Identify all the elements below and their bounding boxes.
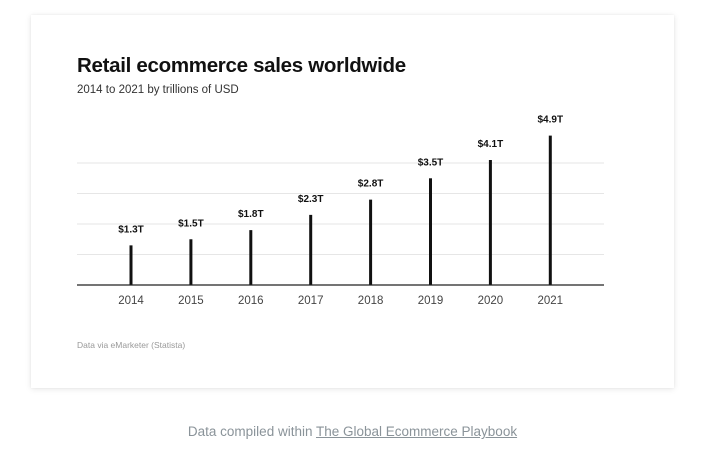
caption: Data compiled within The Global Ecommerc… [0, 424, 705, 439]
x-tick-2017: 2017 [298, 295, 324, 307]
chart-source: Data via eMarketer (Statista) [77, 340, 186, 350]
data-label-2016: $1.8T [238, 209, 264, 220]
data-label-2018: $2.8T [358, 179, 384, 190]
playbook-link[interactable]: The Global Ecommerce Playbook [315, 424, 518, 439]
x-tick-2016: 2016 [238, 295, 264, 307]
data-label-2021: $4.9T [538, 115, 564, 126]
data-labels: $1.3T $1.5T $1.8T $2.3T $2.8T $3.5T $4.1T $4.9T [118, 115, 563, 236]
chart-subtitle: 2014 to 2021 by trillions of USD [77, 84, 239, 96]
x-tick-2018: 2018 [358, 295, 384, 307]
caption-prefix: Data compiled within [187, 424, 316, 439]
bar-2016 [249, 230, 253, 285]
bar-2015 [189, 239, 193, 285]
chart-title: Retail ecommerce sales worldwide [77, 54, 406, 77]
bar-2017 [309, 214, 313, 285]
bar-2019 [429, 178, 432, 285]
bar-2021 [548, 135, 552, 285]
bar-2014 [129, 245, 133, 285]
gridlines [77, 162, 604, 256]
x-tick-2020: 2020 [478, 295, 504, 307]
data-label-2017: $2.3T [298, 194, 324, 205]
bar-2020 [488, 160, 492, 285]
chart-card: Retail ecommerce sales worldwide 2014 to… [31, 15, 674, 388]
data-label-2020: $4.1T [478, 139, 504, 150]
data-label-2015: $1.5T [178, 218, 204, 229]
x-tick-2015: 2015 [178, 295, 204, 307]
x-tick-2019: 2019 [418, 295, 444, 307]
x-tick-2014: 2014 [118, 295, 144, 307]
bar-chart: $1.3T $1.5T $1.8T $2.3T $2.8T $3.5T $4.1T $4.9T… [77, 115, 604, 307]
bars [129, 135, 552, 285]
x-tick-labels: 2014 2015 2016 2017 2018 2019 2020 2021 [118, 295, 563, 307]
data-label-2014: $1.3T [118, 224, 144, 235]
data-label-2019: $3.5T [418, 157, 444, 168]
x-tick-2021: 2021 [538, 295, 564, 307]
bar-2018 [369, 199, 373, 285]
